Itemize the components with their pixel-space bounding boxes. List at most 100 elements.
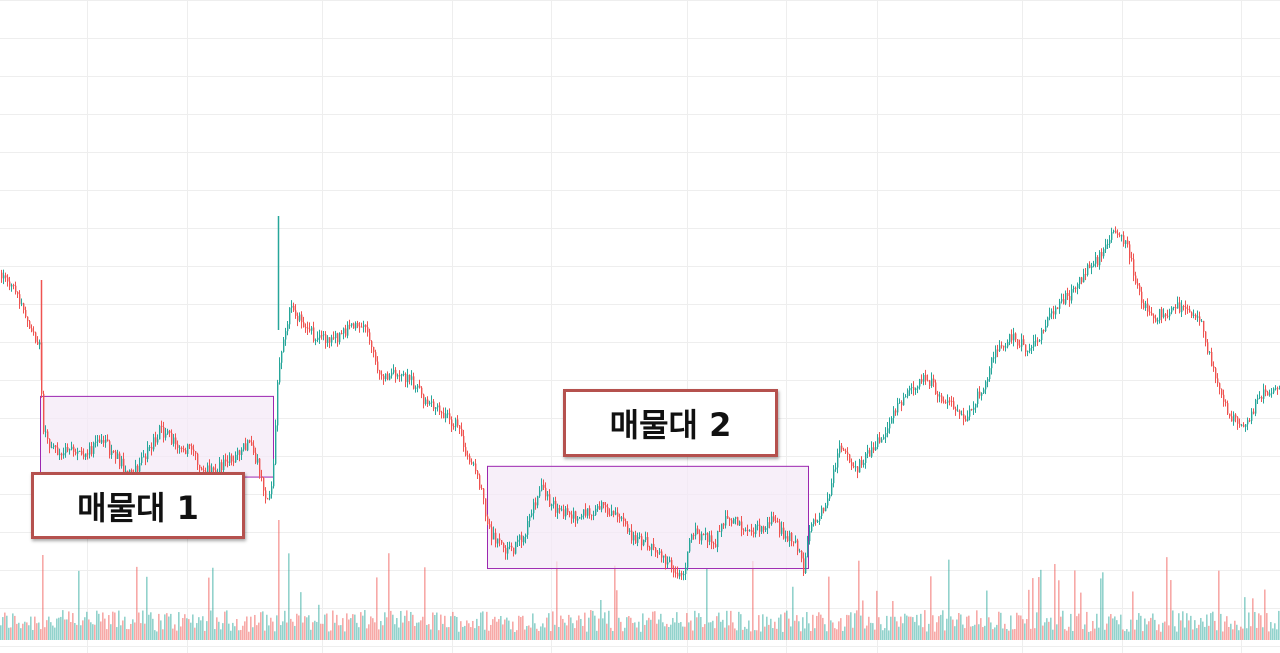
- volume-bar: [180, 626, 182, 640]
- candle-body: [467, 455, 469, 457]
- volume-bar: [320, 623, 322, 640]
- volume-bar: [556, 561, 558, 640]
- volume-bar: [302, 622, 304, 640]
- volume-bar: [64, 619, 66, 640]
- volume-bar: [1130, 619, 1132, 640]
- candle-body: [417, 385, 419, 388]
- candle-body: [447, 413, 449, 415]
- volume-bar: [160, 620, 162, 640]
- volume-bar: [166, 613, 168, 640]
- candle-body: [1217, 378, 1219, 384]
- volume-bar: [238, 630, 240, 640]
- candle-body: [1197, 316, 1199, 318]
- volume-bar: [766, 616, 768, 640]
- candle-body: [909, 387, 911, 391]
- volume-bar: [750, 631, 752, 640]
- volume-bar: [40, 629, 42, 640]
- candle-body: [291, 305, 293, 308]
- candle-body: [953, 401, 955, 409]
- volume-bar: [676, 612, 678, 640]
- volume-bar: [736, 630, 738, 640]
- candle-body: [641, 536, 643, 546]
- candle-body: [859, 460, 861, 473]
- volume-bar: [512, 621, 514, 640]
- candle-body: [89, 446, 91, 455]
- volume-bar: [352, 614, 354, 640]
- candle-body: [845, 450, 847, 453]
- candle-body: [267, 498, 269, 500]
- volume-bar: [1094, 628, 1096, 640]
- volume-bar: [362, 615, 364, 640]
- candle-body: [1, 272, 3, 279]
- volume-bar: [822, 617, 824, 640]
- candle-body: [199, 464, 201, 469]
- volume-bar: [576, 620, 578, 640]
- volume-bar: [258, 622, 260, 640]
- volume-bar: [206, 621, 208, 640]
- volume-bar: [510, 629, 512, 640]
- candle-body: [1019, 345, 1021, 347]
- volume-bar: [1268, 631, 1270, 640]
- candle-body: [1175, 307, 1177, 309]
- volume-bar: [292, 621, 294, 640]
- candle-body: [551, 504, 553, 507]
- candle-body: [825, 505, 827, 512]
- candle-body: [559, 508, 561, 510]
- candle-body: [1229, 413, 1231, 417]
- candle-body: [381, 374, 383, 376]
- candle-body: [743, 529, 745, 531]
- candle-body: [439, 405, 441, 413]
- candle-body: [607, 507, 609, 515]
- volume-bar: [1034, 628, 1036, 640]
- candle-body: [297, 315, 299, 321]
- candle-body: [1173, 307, 1175, 309]
- volume-bar: [442, 623, 444, 640]
- volume-bar: [274, 631, 276, 640]
- candle-body: [935, 382, 937, 395]
- candle-body: [97, 439, 99, 442]
- volume-bar: [932, 615, 934, 640]
- candle-body: [1061, 299, 1063, 302]
- volume-bar: [834, 628, 836, 640]
- candle-body: [1107, 243, 1109, 245]
- volume-bar: [1168, 625, 1170, 640]
- candle-body: [977, 391, 979, 404]
- candle-body: [457, 419, 459, 426]
- volume-bar: [1234, 620, 1236, 640]
- candle-body: [1221, 389, 1223, 395]
- volume-bar: [842, 630, 844, 640]
- volume-bar: [188, 619, 190, 640]
- volume-bar: [698, 613, 700, 640]
- volume-bar: [646, 620, 648, 640]
- volume-bar: [270, 617, 272, 640]
- volume-bar: [368, 624, 370, 640]
- candle-body: [1249, 420, 1251, 422]
- candle-body: [413, 376, 415, 389]
- volume-bar: [194, 627, 196, 640]
- candle-body: [285, 331, 287, 340]
- volume-bar: [1048, 621, 1050, 640]
- candle-body: [393, 369, 395, 373]
- volume-bar: [640, 631, 642, 640]
- candle-body: [33, 331, 35, 333]
- candle-body: [31, 328, 33, 332]
- candle-body: [811, 524, 813, 532]
- volume-bar: [768, 624, 770, 640]
- volume-bar: [1144, 618, 1146, 640]
- candle-body: [885, 432, 887, 438]
- candle-body: [1007, 341, 1009, 347]
- candle-body: [957, 410, 959, 412]
- volume-bar: [392, 614, 394, 640]
- candle-body: [881, 439, 883, 443]
- volume-bar: [424, 567, 426, 640]
- candle-body: [531, 513, 533, 516]
- candle-body: [1057, 307, 1059, 309]
- volume-bar: [754, 630, 756, 640]
- volume-bar: [1036, 612, 1038, 640]
- volume-bar: [540, 626, 542, 640]
- volume-bar: [304, 616, 306, 640]
- volume-bar: [418, 622, 420, 640]
- volume-bar: [972, 626, 974, 640]
- volume-bar: [882, 630, 884, 640]
- volume-bar: [608, 610, 610, 640]
